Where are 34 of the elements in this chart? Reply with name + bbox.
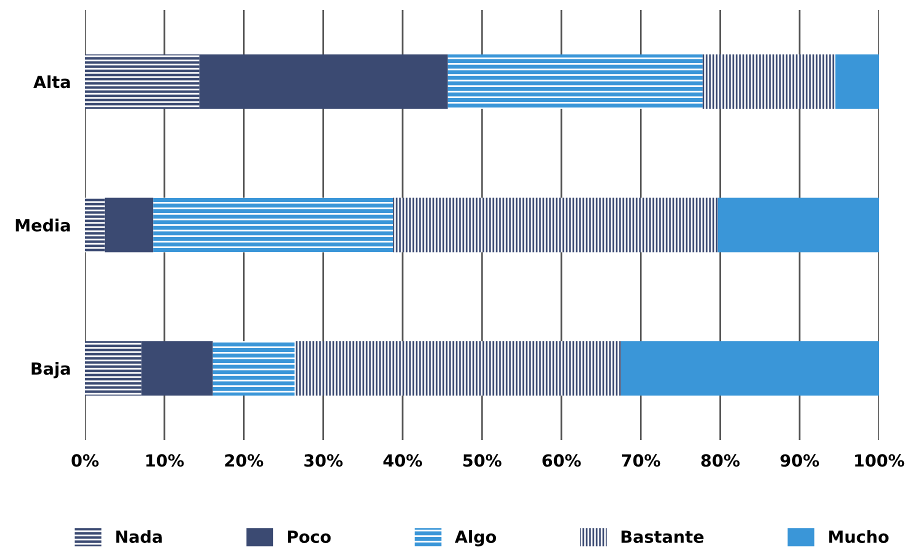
x-tick-label: 50% [463,454,502,467]
bar [141,341,213,396]
x-tick-label: 100% [855,454,904,467]
bar [718,198,879,252]
bar [85,341,142,396]
x-tick-label: 60% [542,454,581,467]
legend-label: Mucho [829,530,889,544]
bar [104,198,154,252]
bar [85,54,200,109]
x-tick-label: 10% [146,454,184,467]
bar [393,198,718,252]
x-tick-label: 40% [383,454,422,467]
x-tick-label: 70% [622,454,660,467]
bar [85,198,105,252]
bar [702,54,836,109]
bar [199,54,448,109]
bar [835,54,879,109]
bar [212,341,295,396]
x-tick-label: 90% [780,454,820,467]
x-tick-label: 80% [701,454,740,467]
legend-label: Poco [288,530,331,544]
bar [620,341,879,396]
x-tick-label: 30% [304,454,343,467]
x-tick-label: 0% [72,454,99,467]
y-tick-label: Baja [32,362,70,378]
legend-label: Algo [454,530,496,546]
bar [294,341,621,396]
legend-label: Nada [116,530,162,544]
y-tick-label: Alta [33,75,70,88]
bar [448,54,703,109]
y-tick-label: Media [16,218,70,232]
legend-label: Bastante [622,530,704,544]
bar [153,198,394,252]
x-tick-label: 20% [225,454,264,467]
